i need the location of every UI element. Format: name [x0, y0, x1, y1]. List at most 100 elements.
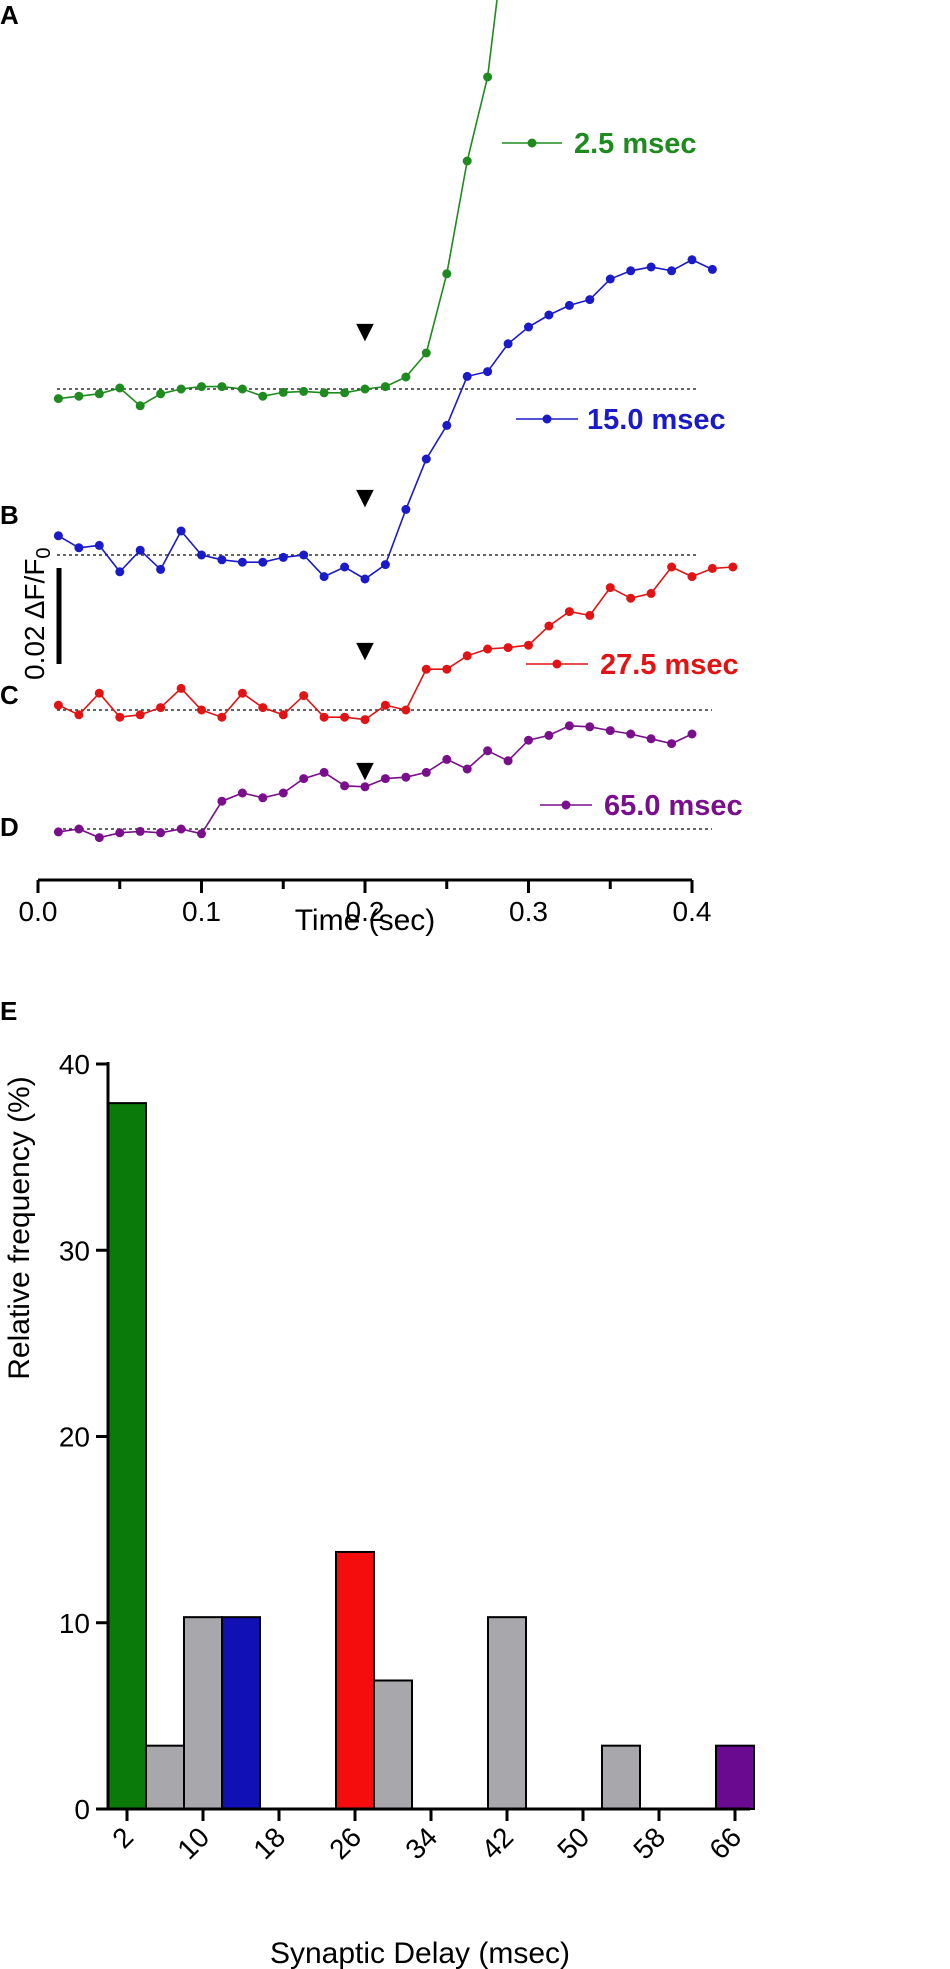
trace-d-point	[94, 833, 104, 843]
trace-c-point	[156, 703, 166, 713]
trace-b-point	[217, 555, 227, 565]
scale-bar-label: 0.02 ΔF/F0	[19, 547, 55, 680]
time-tick-label: 0.1	[182, 896, 221, 927]
trace-c-point	[401, 705, 411, 715]
histogram-x-tick-label: 58	[627, 1821, 671, 1865]
trace-c-point	[176, 683, 186, 693]
trace-b-point	[258, 557, 268, 567]
histogram-x-tick-label: 34	[399, 1821, 443, 1865]
histogram-plot: 0 10 20 30 40 2 10 18 26 34 42 50 58 66	[59, 1049, 755, 1865]
histogram-bar	[715, 1744, 755, 1811]
trace-c-point	[360, 715, 370, 725]
trace-d-point	[524, 735, 533, 745]
trace-c-legend-label: 27.5 msec	[600, 649, 739, 681]
trace-c-point	[544, 621, 554, 631]
trace-c-point	[217, 712, 227, 722]
panel-label-c: C	[0, 680, 19, 710]
trace-b-point	[319, 572, 329, 582]
trace-a-point	[401, 372, 411, 382]
trace-c-point	[340, 712, 350, 722]
trace-c-point	[94, 688, 104, 698]
trace-c-point	[74, 710, 84, 720]
histogram-x-tick-label: 18	[247, 1821, 291, 1865]
trace-d-point	[319, 767, 329, 777]
trace-b-point	[401, 504, 411, 514]
trace-d-point	[667, 739, 677, 749]
trace-a-point	[197, 382, 206, 392]
histogram-bar	[373, 1679, 413, 1811]
panel-label-e: E	[0, 996, 17, 1026]
trace-d-point	[605, 726, 615, 736]
trace-d-point	[421, 767, 431, 777]
trace-a-point	[217, 382, 227, 392]
trace-c-point	[605, 583, 615, 593]
panel-label-b: B	[0, 500, 19, 530]
trace-d-point	[462, 764, 472, 774]
histogram-bar	[107, 1102, 147, 1811]
trace-b-point	[360, 574, 370, 584]
trace-b-point	[135, 545, 145, 555]
trace-a-point	[421, 348, 431, 358]
trace-b-point	[53, 531, 63, 541]
histogram-y-tick-label: 20	[59, 1422, 90, 1453]
histogram-y-tick-label: 40	[59, 1049, 90, 1080]
time-tick-label: 0.0	[19, 896, 58, 927]
time-tick-label: 0.2	[346, 896, 385, 927]
histogram-y-tick-label: 0	[74, 1794, 90, 1825]
trace-c-point	[503, 643, 513, 653]
trace-a-point	[380, 382, 390, 392]
trace-b-point	[421, 454, 431, 464]
histogram-bar	[335, 1550, 375, 1810]
trace-d-point	[360, 782, 370, 792]
trace-d: ▼ 65.0 msec	[53, 721, 743, 843]
trace-b-point	[380, 560, 390, 570]
trace-a-point	[74, 391, 84, 401]
trace-c-point	[646, 588, 656, 598]
trace-c-stimulus-marker: ▼	[350, 634, 380, 667]
trace-d-point	[135, 826, 145, 836]
trace-a-point	[94, 389, 104, 399]
trace-a-point	[237, 384, 247, 394]
histogram-x-tick-label: 26	[323, 1821, 367, 1865]
trace-c-point	[278, 710, 288, 720]
scale-bar: 0.02 ΔF/F0	[19, 547, 62, 680]
trace-d-stimulus-marker: ▼	[350, 754, 380, 787]
trace-c-point	[687, 572, 697, 582]
trace-b-point	[544, 310, 554, 320]
trace-d-point	[197, 829, 206, 839]
trace-a-point	[462, 156, 472, 166]
trace-c-point	[380, 700, 390, 710]
trace-a-point	[483, 72, 493, 82]
trace-c-line	[58, 566, 733, 721]
trace-b: ▼ 15.0 msec	[53, 255, 726, 584]
trace-b-legend-label: 15.0 msec	[587, 404, 726, 436]
trace-b-point	[197, 550, 206, 560]
trace-b-point	[278, 552, 288, 562]
histogram-bar	[601, 1744, 641, 1811]
trace-d-legend-label: 65.0 msec	[604, 790, 743, 822]
trace-d-point	[74, 824, 84, 834]
trace-b-point	[707, 264, 717, 274]
trace-d-point	[442, 754, 452, 764]
trace-b-point	[156, 564, 166, 574]
trace-d-point	[53, 827, 63, 837]
trace-a-line	[58, 0, 498, 407]
trace-a-point	[115, 383, 125, 393]
trace-c-point	[585, 610, 595, 620]
trace-b-point	[94, 540, 104, 550]
time-tick-label: 0.3	[509, 896, 548, 927]
traces-plot: ▼ 2.5 msec ▼ 15.0 msec ▼ 27.5 msec ▼ 65.0 msec	[53, 0, 743, 843]
trace-c-legend-marker	[552, 659, 562, 669]
trace-a-legend-marker	[527, 138, 537, 148]
histogram-x-tick-label: 50	[551, 1821, 595, 1865]
trace-d-point	[626, 729, 636, 739]
trace-a-point	[156, 389, 166, 399]
trace-a-point	[53, 394, 63, 404]
trace-b-point	[646, 262, 656, 272]
histogram-bar	[487, 1616, 527, 1810]
trace-d-point	[646, 734, 656, 744]
trace-c-point	[707, 563, 717, 573]
trace-d-point	[483, 746, 493, 756]
trace-d-point	[278, 788, 288, 798]
